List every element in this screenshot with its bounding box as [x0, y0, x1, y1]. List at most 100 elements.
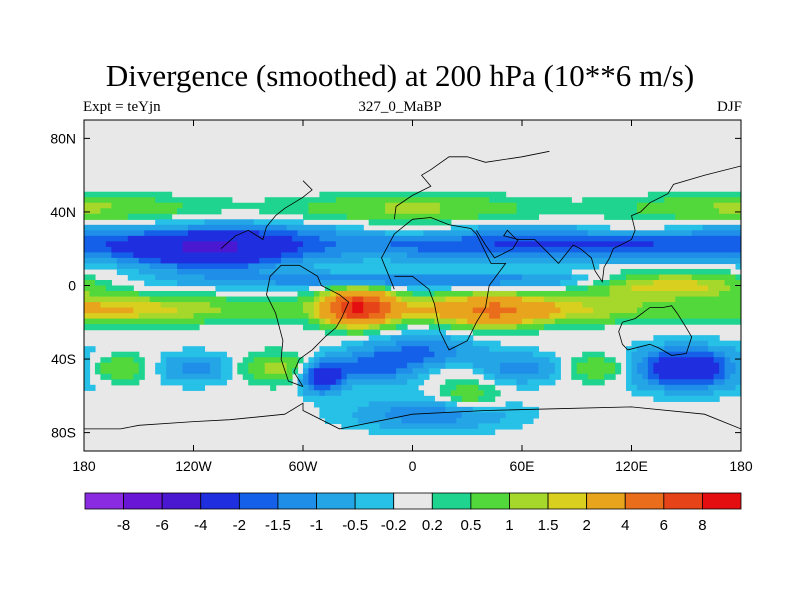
field-cell: [593, 279, 611, 287]
field-cell: [609, 274, 627, 281]
colorbar-swatch: [238, 492, 279, 510]
field-cell: [582, 351, 605, 358]
field-cell: [516, 379, 529, 386]
field-cell: [385, 285, 392, 292]
field-cell: [100, 373, 112, 380]
field-cell: [713, 373, 726, 380]
field-cell: [379, 307, 392, 314]
field-cell: [297, 390, 304, 397]
field-cell: [626, 373, 633, 380]
field-cell: [319, 307, 331, 314]
field-cell: [516, 324, 545, 331]
field-cell: [647, 191, 741, 198]
field-cell: [631, 340, 665, 347]
field-cell: [636, 202, 715, 209]
field-cell: [730, 285, 741, 292]
field-cell: [209, 362, 222, 369]
field-cell: [84, 235, 129, 242]
field-cell: [516, 307, 561, 314]
field-cell: [220, 368, 233, 375]
field-cell: [719, 368, 726, 375]
field-cell: [505, 401, 523, 408]
field-cell: [445, 357, 550, 364]
colorbar-swatch: [624, 492, 665, 510]
field-cell: [522, 318, 534, 325]
field-cell: [724, 368, 737, 375]
field-cell: [275, 279, 321, 287]
colorbar-swatch: [316, 492, 356, 510]
field-cell: [423, 357, 446, 364]
field-cell: [111, 202, 184, 209]
field-cell: [237, 368, 249, 375]
field-cell: [84, 246, 112, 253]
field-cell: [708, 340, 741, 347]
field-cell: [500, 417, 534, 425]
field-cell: [615, 318, 741, 325]
field-cell: [675, 296, 741, 303]
field-cell: [138, 291, 216, 298]
field-cell: [182, 241, 238, 248]
field-cell: [560, 279, 578, 287]
field-cell: [319, 296, 326, 303]
field-cell: [303, 213, 348, 220]
field-cell: [691, 274, 737, 281]
field-cell: [434, 318, 457, 325]
field-cell: [735, 368, 741, 375]
field-cell: [724, 379, 741, 386]
colorbar-label: -6: [156, 517, 169, 534]
field-cell: [341, 384, 353, 391]
field-cell: [472, 368, 485, 375]
field-cell: [396, 291, 414, 298]
field-cell: [253, 357, 299, 364]
colorbar-swatch: [354, 492, 395, 510]
x-tick-label: 0: [409, 458, 417, 474]
field-cell: [303, 368, 310, 375]
field-cell: [549, 357, 561, 364]
field-cell: [303, 324, 321, 331]
field-cell: [111, 351, 140, 358]
field-cell: [324, 390, 342, 397]
field-cell: [664, 197, 741, 204]
field-cell: [127, 213, 173, 220]
field-cell: [653, 241, 741, 248]
field-cell: [412, 291, 435, 298]
field-cell: [615, 362, 622, 369]
field-cell: [664, 390, 715, 397]
field-cell: [105, 285, 134, 292]
field-cell: [313, 302, 321, 309]
field-cell: [456, 346, 490, 353]
field-cell: [713, 357, 726, 364]
field-cell: [84, 241, 107, 248]
field-cell: [363, 296, 381, 303]
field-cell: [346, 324, 370, 331]
field-cell: [587, 357, 605, 364]
field-cell: [730, 357, 741, 364]
field-cell: [313, 362, 321, 369]
field-cell: [111, 379, 140, 386]
field-cell: [708, 346, 737, 353]
field-cell: [341, 252, 408, 259]
field-cell: [565, 285, 589, 292]
field-cell: [456, 417, 501, 425]
field-cell: [84, 202, 112, 209]
field-cell: [664, 340, 709, 347]
field-cell: [582, 302, 644, 309]
colorbar-label: 0.2: [422, 517, 443, 534]
field-cell: [324, 417, 359, 425]
field-cell: [84, 197, 156, 204]
field-cell: [204, 274, 523, 281]
colorbar-label: -8: [117, 517, 130, 534]
field-cell: [609, 291, 720, 298]
field-cell: [270, 384, 277, 391]
field-cell: [341, 423, 381, 430]
field-cell: [308, 202, 386, 209]
field-cell: [719, 291, 741, 298]
field-cell: [636, 362, 649, 369]
field-cell: [401, 417, 457, 425]
field-cell: [516, 208, 638, 215]
field-cell: [363, 302, 381, 309]
field-cell: [204, 219, 255, 226]
field-cell: [439, 208, 518, 215]
field-cell: [658, 351, 715, 358]
field-cell: [155, 362, 167, 369]
